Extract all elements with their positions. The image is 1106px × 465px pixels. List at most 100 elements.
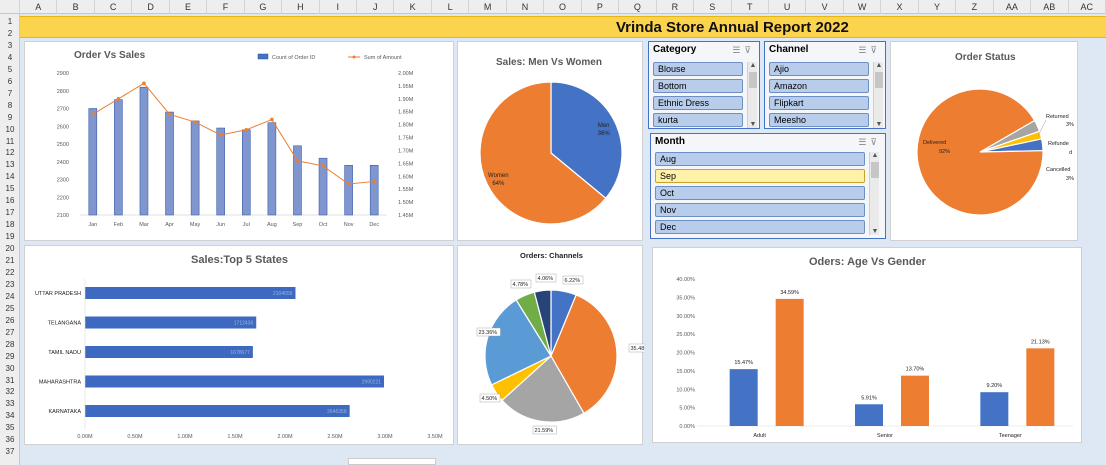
slicer-item[interactable]: Bottom	[653, 79, 743, 93]
age-gender-bar[interactable]	[980, 392, 1009, 426]
slicer-scrollbar[interactable]: ▲ ▼	[873, 62, 883, 128]
row-header[interactable]: 4	[7, 52, 13, 62]
gender-slice[interactable]	[550, 81, 623, 200]
row-header[interactable]: 23	[5, 279, 15, 289]
orders-bar[interactable]	[216, 127, 226, 216]
state-bar[interactable]	[85, 287, 296, 299]
age-gender-bar[interactable]	[855, 404, 883, 426]
row-header[interactable]: 24	[5, 291, 15, 301]
orders-bar[interactable]	[190, 120, 200, 216]
orders-bar[interactable]	[114, 99, 123, 216]
channel-slice[interactable]	[501, 355, 585, 423]
column-header[interactable]: W	[844, 0, 882, 14]
scroll-thumb[interactable]	[749, 72, 757, 88]
row-header[interactable]: 29	[5, 351, 15, 361]
scroll-down-icon[interactable]: ▼	[875, 121, 883, 128]
column-header[interactable]: R	[657, 0, 695, 14]
sales-point[interactable]	[295, 158, 300, 163]
row-header[interactable]: 27	[5, 327, 15, 337]
channel-slicer[interactable]: Channel ☰⊽ Ajio Amazon Flipkart Meesho ▲ ▼	[764, 41, 886, 129]
state-bar[interactable]	[85, 375, 385, 388]
row-header[interactable]: 11	[5, 136, 15, 146]
slicer-filter-icons[interactable]: ☰⊽	[858, 137, 881, 147]
scroll-down-icon[interactable]: ▼	[749, 121, 757, 128]
row-header[interactable]: 19	[5, 232, 15, 242]
age-vs-gender-panel[interactable]: Oders: Age Vs Gender 40.00% 35.00% 30.00% 2…	[652, 247, 1082, 443]
row-header[interactable]: 1	[7, 17, 13, 26]
column-header[interactable]: U	[769, 0, 807, 14]
row-header[interactable]: 8	[7, 100, 13, 110]
slicer-item[interactable]: Oct	[655, 186, 865, 200]
column-header[interactable]: F	[207, 0, 245, 14]
row-header[interactable]: 18	[5, 220, 15, 230]
row-header[interactable]: 22	[5, 267, 15, 277]
sales-point[interactable]	[90, 112, 95, 117]
age-gender-bar[interactable]	[1026, 348, 1055, 426]
slicer-scrollbar[interactable]: ▲ ▼	[869, 152, 879, 235]
row-header[interactable]: 37	[5, 447, 15, 457]
row-header[interactable]: 5	[7, 64, 13, 74]
row-header[interactable]: 2	[7, 28, 13, 38]
orders-bar[interactable]	[267, 122, 277, 216]
column-header[interactable]: L	[432, 0, 470, 14]
column-header[interactable]: B	[57, 0, 95, 14]
row-header[interactable]: 13	[5, 160, 15, 170]
slicer-item[interactable]: Amazon	[769, 79, 869, 93]
scroll-down-icon[interactable]: ▼	[871, 228, 879, 235]
column-header[interactable]: Y	[919, 0, 957, 14]
column-header[interactable]: E	[170, 0, 208, 14]
orders-bar[interactable]	[165, 111, 174, 216]
column-header[interactable]: G	[245, 0, 283, 14]
age-gender-bar[interactable]	[775, 298, 804, 426]
column-header[interactable]: N	[507, 0, 545, 14]
column-header[interactable]: X	[881, 0, 919, 14]
row-header[interactable]: 14	[5, 172, 15, 182]
state-bar[interactable]	[85, 346, 253, 358]
row-header[interactable]: 28	[5, 339, 15, 349]
slicer-item[interactable]: Dec	[655, 220, 865, 234]
slicer-item[interactable]: kurta	[653, 113, 743, 127]
slicer-scrollbar[interactable]: ▲ ▼	[747, 62, 757, 128]
scroll-up-icon[interactable]: ▲	[749, 62, 757, 69]
men-vs-women-panel[interactable]: Sales: Men Vs Women Men 36% Women 64%	[457, 41, 643, 241]
row-header[interactable]: 35	[5, 423, 15, 433]
sales-point[interactable]	[372, 179, 377, 184]
slicer-filter-icons[interactable]: ☰⊽	[858, 45, 881, 55]
column-header[interactable]: O	[544, 0, 582, 14]
row-header[interactable]: 20	[5, 244, 15, 254]
orders-bar[interactable]	[293, 145, 302, 216]
sales-point[interactable]	[244, 128, 249, 132]
column-header[interactable]: Q	[619, 0, 657, 14]
row-header[interactable]: 30	[5, 363, 15, 373]
column-header[interactable]: J	[357, 0, 395, 14]
column-header[interactable]: P	[582, 0, 620, 14]
scroll-thumb[interactable]	[875, 72, 883, 88]
channel-slice[interactable]	[484, 299, 552, 386]
scroll-up-icon[interactable]: ▲	[871, 152, 879, 159]
slicer-item[interactable]: Aug	[655, 152, 865, 166]
sales-point[interactable]	[167, 112, 172, 117]
slicer-item[interactable]: Meesho	[769, 113, 869, 127]
slicer-filter-icons[interactable]: ☰⊽	[732, 45, 755, 55]
sales-point[interactable]	[346, 182, 351, 186]
age-gender-bar[interactable]	[729, 369, 758, 426]
row-header[interactable]: 16	[5, 196, 15, 206]
category-slicer[interactable]: Category ☰⊽ Blouse Bottom Ethnic Dress kurt…	[648, 41, 760, 129]
column-header[interactable]: AC	[1069, 0, 1106, 14]
row-header[interactable]: 17	[5, 208, 15, 218]
channel-slice[interactable]	[533, 289, 552, 357]
column-header[interactable]: S	[694, 0, 732, 14]
column-header[interactable]: AB	[1031, 0, 1069, 14]
slicer-item[interactable]: Ethnic Dress	[653, 96, 743, 110]
row-header[interactable]: 6	[7, 76, 13, 86]
sales-point[interactable]	[142, 81, 146, 86]
scroll-up-icon[interactable]: ▲	[875, 62, 883, 69]
state-bar[interactable]	[85, 316, 257, 329]
sales-point[interactable]	[193, 120, 197, 124]
orders-channels-panel[interactable]: Orders: Channels 6.22% 35.48% 21.59% 4.50% 2…	[457, 245, 644, 445]
slicer-item[interactable]: Sep	[655, 169, 865, 183]
slicer-item[interactable]: Nov	[655, 203, 865, 217]
row-header[interactable]: 15	[5, 184, 15, 194]
month-slicer[interactable]: Month ☰⊽ Aug Sep Oct Nov Dec ▲ ▼	[650, 133, 886, 239]
sales-point[interactable]	[218, 133, 223, 137]
